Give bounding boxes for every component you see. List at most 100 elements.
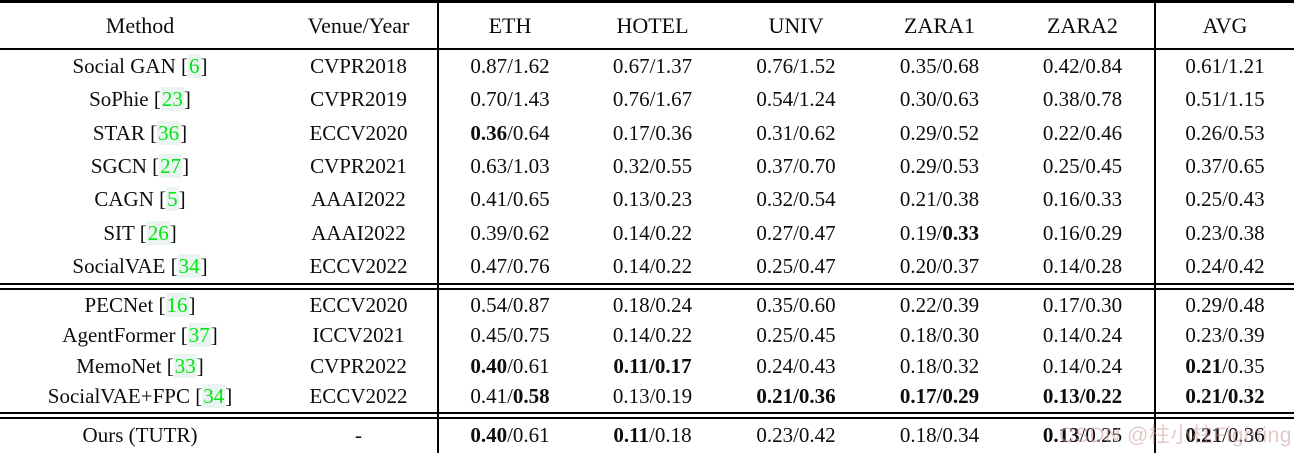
fde-value: 0.54	[798, 187, 836, 212]
double-rule-separator	[0, 411, 1294, 419]
value-slash: /	[649, 254, 656, 279]
ade-value: 0.22	[1042, 120, 1080, 145]
ade-value: 0.24	[756, 353, 794, 378]
fde-value: 0.36	[798, 383, 836, 408]
metric-cell-hotel: 0.17/0.36	[581, 117, 724, 150]
fde-value: 1.67	[655, 87, 693, 112]
metric-cell-univ: 0.35/0.60	[724, 289, 868, 320]
ade-value: 0.19	[899, 220, 937, 245]
ade-value: 0.21	[1185, 423, 1223, 448]
fde-value: 0.45	[1085, 154, 1123, 179]
value-slash: /	[507, 323, 513, 348]
citation-link[interactable]: 36	[157, 120, 181, 145]
value-slash: /	[793, 353, 799, 378]
fde-value: 0.62	[512, 220, 550, 245]
header-eth: ETH	[437, 1, 581, 50]
citation-link[interactable]: 16	[165, 292, 189, 317]
fde-value: 0.18	[654, 423, 692, 448]
metric-cell-avg: 0.25/0.43	[1154, 183, 1294, 217]
value-slash: /	[1079, 323, 1086, 348]
metric-cell-zara1: 0.22/0.39	[868, 289, 1011, 320]
metric-cell-avg: 0.23/0.39	[1154, 320, 1294, 351]
ade-value: 0.21	[1185, 353, 1223, 378]
method-cell: SocialVAE+FPC [34]	[47, 383, 233, 408]
ade-value: 0.17	[1042, 292, 1080, 317]
citation-link[interactable]: 26	[146, 220, 170, 245]
citation-link[interactable]: 33	[173, 353, 197, 378]
value-slash: /	[1222, 154, 1228, 179]
ade-value: 0.14	[612, 323, 650, 348]
fde-value: 0.70	[798, 154, 836, 179]
ade-value: 0.17	[612, 120, 650, 145]
value-slash: /	[1079, 120, 1086, 145]
metric-cell-univ: 0.76/1.52	[724, 49, 868, 83]
metric-cell-avg: 0.21/0.35	[1154, 350, 1294, 382]
ade-value: 0.39	[470, 220, 508, 245]
value-slash: /	[793, 187, 799, 212]
metric-cell-zara1: 0.30/0.63	[868, 83, 1011, 116]
fde-value: 0.55	[655, 154, 693, 179]
value-slash: /	[1222, 323, 1228, 348]
fde-value: 0.22	[1085, 383, 1123, 408]
metric-cell-zara1: 0.21/0.38	[868, 183, 1011, 216]
citation-link[interactable]: 34	[202, 383, 226, 408]
value-slash: /	[649, 383, 656, 408]
value-slash: /	[649, 87, 656, 112]
ade-value: 0.23	[1185, 323, 1223, 348]
metric-cell-zara2: 0.25/0.45	[1011, 150, 1155, 183]
value-slash: /	[1079, 254, 1086, 279]
value-slash: /	[507, 54, 513, 79]
ade-value: 0.30	[899, 87, 937, 112]
venue-cell: ECCV2022	[309, 254, 408, 279]
metric-cell-eth: 0.47/0.76	[437, 249, 581, 285]
separator-cell	[437, 411, 1155, 419]
fde-value: 0.24	[1085, 353, 1123, 378]
value-slash: /	[507, 292, 513, 317]
citation-link[interactable]: 37	[187, 323, 211, 348]
value-slash: /	[507, 154, 513, 179]
ade-value: 0.21	[1185, 383, 1223, 408]
fde-value: 0.87	[512, 292, 550, 317]
header-venue-year: Venue/Year	[280, 1, 438, 50]
metric-cell-hotel: 0.67/1.37	[581, 49, 724, 83]
value-slash: /	[1222, 54, 1228, 79]
method-cell: Ours (TUTR)	[0, 418, 280, 453]
fde-value: 0.34	[942, 423, 980, 448]
value-slash: /	[936, 292, 943, 317]
value-slash: /	[507, 187, 513, 212]
value-slash: /	[1222, 423, 1228, 448]
ade-value: 0.35	[899, 54, 937, 79]
citation-link[interactable]: 5	[166, 187, 179, 212]
metric-cell-eth: 0.63/1.03	[437, 149, 581, 184]
ade-value: 0.14	[1042, 323, 1080, 348]
value-slash: /	[1079, 353, 1086, 378]
fde-value: 1.21	[1227, 54, 1265, 79]
table-row-star: STAR [36] ECCV2020 0.36/0.64 0.17/0.36 0.31/…	[0, 116, 1294, 150]
citation-link[interactable]: 27	[159, 154, 183, 179]
value-slash: /	[793, 292, 799, 317]
fde-value: 0.53	[1227, 120, 1265, 145]
metric-cell-univ: 0.31/0.62	[724, 117, 868, 150]
ade-value: 0.18	[899, 423, 937, 448]
value-slash: /	[1079, 187, 1086, 212]
fde-value: 0.22	[655, 220, 693, 245]
ade-value: 0.63	[470, 154, 508, 179]
fde-value: 0.60	[798, 292, 836, 317]
ade-value: 0.17	[899, 383, 937, 408]
metric-cell-zara1: 0.17/0.29	[868, 381, 1011, 412]
ade-value: 0.13	[1042, 383, 1080, 408]
value-slash: /	[649, 353, 655, 378]
value-slash: /	[507, 423, 513, 448]
citation-link[interactable]: 34	[177, 254, 201, 279]
value-slash: /	[1222, 87, 1228, 112]
citation-link[interactable]: 23	[160, 87, 184, 112]
table-row-socialvae-fpc: SocialVAE+FPC [34] ECCV2022 0.41/0.58 0.13/…	[0, 381, 1294, 413]
citation-link[interactable]: 6	[188, 54, 201, 79]
header-method: Method	[0, 1, 280, 50]
metric-cell-hotel: 0.11/0.17	[581, 351, 724, 381]
ade-value: 0.14	[1042, 254, 1080, 279]
value-slash: /	[793, 220, 799, 245]
ade-value: 0.18	[899, 353, 937, 378]
fde-value: 0.30	[1085, 292, 1123, 317]
value-slash: /	[1222, 292, 1228, 317]
